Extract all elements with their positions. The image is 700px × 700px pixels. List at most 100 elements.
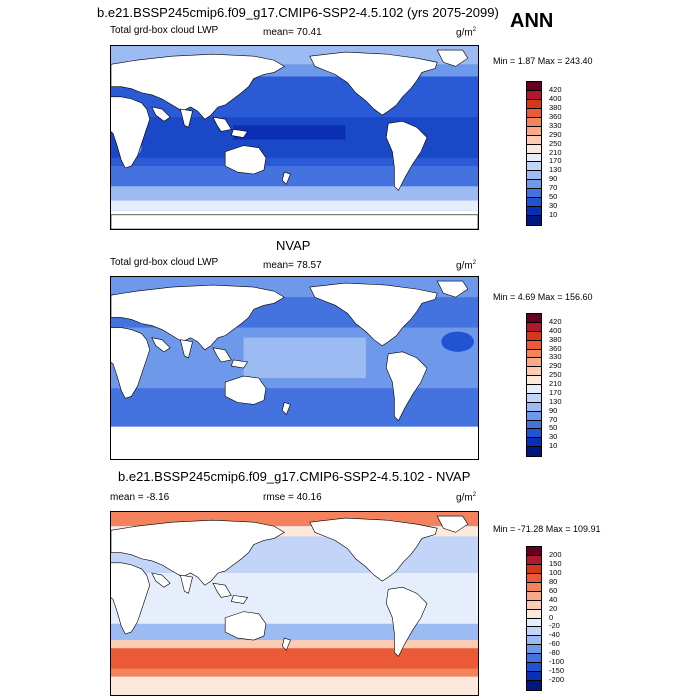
colorbar-tick-label: 50 bbox=[549, 192, 558, 202]
colorbar-swatch bbox=[527, 349, 541, 359]
season-label: ANN bbox=[510, 10, 554, 32]
colorbar-swatch bbox=[527, 663, 541, 673]
colorbar-tick-label: -80 bbox=[549, 648, 560, 658]
colorbar-swatch bbox=[527, 153, 541, 163]
colorbar-tick-label: 250 bbox=[549, 138, 562, 148]
main-title: b.e21.BSSP245cmip6.f09_g17.CMIP6-SSP2-4.… bbox=[97, 5, 499, 20]
panel-3-rmse-label: rmse = 40.16 bbox=[263, 492, 322, 503]
colorbar-tick-label: 290 bbox=[549, 361, 562, 371]
colorbar-tick-label: 130 bbox=[549, 165, 562, 175]
colorbar-swatch bbox=[527, 429, 541, 439]
panel-2-variable-label: Total grd-box cloud LWP bbox=[110, 257, 219, 268]
colorbar-tick-label: 90 bbox=[549, 405, 558, 415]
colorbar-tick-label: 330 bbox=[549, 352, 562, 362]
colorbar-tick-label: 170 bbox=[549, 156, 562, 166]
colorbar-swatch bbox=[527, 555, 541, 565]
panel-2-map bbox=[110, 276, 479, 460]
colorbar-swatch bbox=[527, 627, 541, 637]
colorbar-swatch bbox=[527, 331, 541, 341]
panel-2-map-svg bbox=[111, 277, 478, 459]
colorbar-tick-label: -100 bbox=[549, 657, 565, 667]
colorbar-tick-label: 0 bbox=[549, 612, 554, 622]
colorbar-swatch bbox=[527, 438, 541, 448]
colorbar-tick-label: 400 bbox=[549, 325, 562, 335]
panel-2-min-max: Min = 4.69 Max = 156.60 bbox=[493, 292, 593, 302]
colorbar-swatch bbox=[527, 591, 541, 601]
colorbar-swatch bbox=[527, 82, 541, 91]
colorbar-swatch bbox=[527, 162, 541, 172]
colorbar-tick-label: 60 bbox=[549, 585, 558, 595]
colorbar-tick-label: 50 bbox=[549, 423, 558, 433]
colorbar-swatch bbox=[527, 216, 541, 225]
colorbar-swatch bbox=[527, 135, 541, 145]
colorbar-tick-label: 290 bbox=[549, 129, 562, 139]
colorbar-tick-label: 170 bbox=[549, 387, 562, 397]
colorbar-tick-label: -20 bbox=[549, 621, 560, 631]
colorbar-swatch bbox=[527, 207, 541, 217]
panel-3-colorbar bbox=[526, 546, 542, 691]
colorbar-swatch bbox=[527, 180, 541, 190]
panel-3-units: g/m2 bbox=[456, 492, 477, 504]
colorbar-tick-label: 210 bbox=[549, 147, 562, 157]
colorbar-tick-label: 130 bbox=[549, 396, 562, 406]
panel-3-mean-label: mean = -8.16 bbox=[110, 492, 170, 503]
panel-1-min-max: Min = 1.87 Max = 243.40 bbox=[493, 56, 593, 66]
panel-3-heading: b.e21.BSSP245cmip6.f09_g17.CMIP6-SSP2-4.… bbox=[118, 469, 471, 484]
colorbar-swatch bbox=[527, 636, 541, 646]
panel-1-variable-label: Total grd-box cloud LWP bbox=[110, 25, 219, 36]
panel-1-mean-label: mean= 70.41 bbox=[263, 27, 322, 38]
colorbar-swatch bbox=[527, 681, 541, 690]
colorbar-tick-label: 380 bbox=[549, 102, 562, 112]
colorbar-tick-label: 100 bbox=[549, 567, 562, 577]
panel-1-map-svg bbox=[111, 46, 478, 229]
colorbar-swatch bbox=[527, 322, 541, 332]
colorbar-tick-label: -150 bbox=[549, 666, 565, 676]
colorbar-tick-label: 30 bbox=[549, 432, 558, 442]
colorbar-swatch bbox=[527, 447, 541, 456]
colorbar-swatch bbox=[527, 645, 541, 655]
colorbar-tick-label: 210 bbox=[549, 379, 562, 388]
colorbar-swatch bbox=[527, 573, 541, 583]
panel-3-map-svg bbox=[111, 512, 478, 695]
colorbar-tick-label: -200 bbox=[549, 675, 565, 685]
colorbar-swatch bbox=[527, 99, 541, 109]
colorbar-swatch bbox=[527, 609, 541, 619]
colorbar-tick-label: 30 bbox=[549, 201, 558, 211]
colorbar-tick-label: 250 bbox=[549, 370, 562, 380]
colorbar-swatch bbox=[527, 385, 541, 394]
panel-1-units: g/m2 bbox=[456, 27, 477, 39]
colorbar-swatch bbox=[527, 672, 541, 682]
colorbar-swatch bbox=[527, 367, 541, 377]
colorbar-tick-label: 420 bbox=[549, 316, 562, 326]
colorbar-swatch bbox=[527, 654, 541, 664]
colorbar-tick-label: 330 bbox=[549, 120, 562, 130]
panel-1-map bbox=[110, 45, 479, 230]
colorbar-tick-label: 10 bbox=[549, 210, 558, 220]
colorbar-swatch bbox=[527, 126, 541, 136]
panel-2-units: g/m2 bbox=[456, 260, 477, 272]
colorbar-swatch bbox=[527, 189, 541, 199]
colorbar-swatch bbox=[527, 198, 541, 208]
panel-3-map bbox=[110, 511, 479, 696]
colorbar-tick-label: -60 bbox=[549, 639, 560, 649]
colorbar-tick-label: -40 bbox=[549, 630, 560, 640]
colorbar-swatch bbox=[527, 117, 541, 127]
colorbar-tick-label: 10 bbox=[549, 441, 558, 451]
colorbar-swatch bbox=[527, 393, 541, 403]
colorbar-swatch bbox=[527, 564, 541, 574]
colorbar-swatch bbox=[527, 314, 541, 323]
colorbar-tick-label: 80 bbox=[549, 576, 558, 586]
colorbar-swatch bbox=[527, 340, 541, 350]
colorbar-swatch bbox=[527, 108, 541, 118]
colorbar-tick-label: 70 bbox=[549, 183, 558, 193]
colorbar-tick-label: 360 bbox=[549, 343, 562, 353]
colorbar-swatch bbox=[527, 618, 541, 628]
colorbar-tick-label: 150 bbox=[549, 558, 562, 568]
colorbar-swatch bbox=[527, 171, 541, 181]
colorbar-swatch bbox=[527, 144, 541, 154]
colorbar-tick-label: 420 bbox=[549, 84, 562, 94]
panel-2-heading: NVAP bbox=[276, 238, 311, 253]
colorbar-tick-label: 20 bbox=[549, 603, 558, 613]
colorbar-swatch bbox=[527, 420, 541, 430]
panel-3-min-max: Min = -71.28 Max = 109.91 bbox=[493, 524, 601, 534]
